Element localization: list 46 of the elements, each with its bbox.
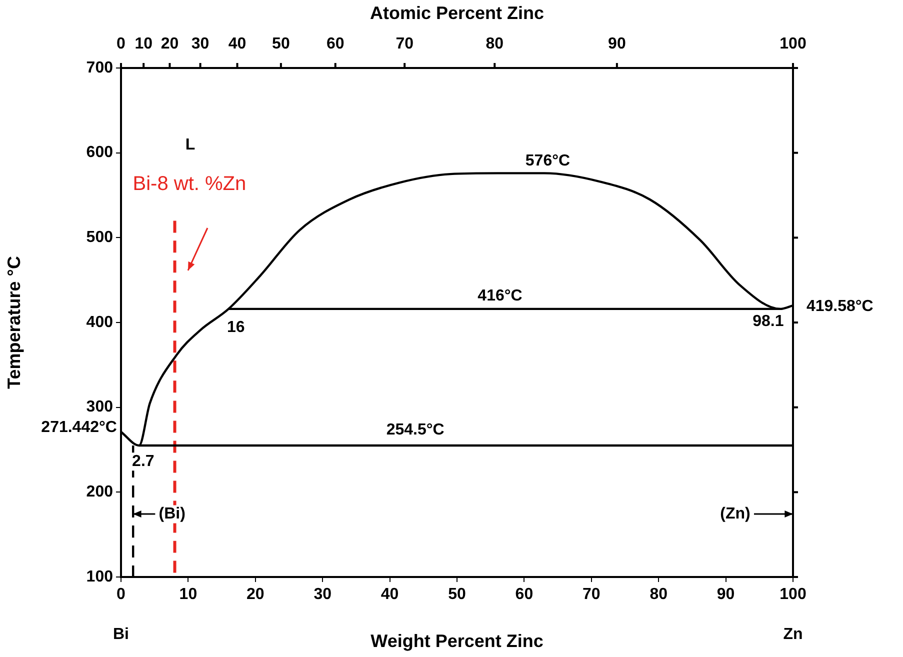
x-tick-label: 50 [448,586,466,604]
x-tick-label: 90 [716,586,735,604]
y-tick-label: 600 [86,144,114,162]
annotation: 254.5°C [386,422,445,439]
x-tick-label: 20 [246,586,264,604]
text: Zn [783,626,803,644]
text: 80 [486,36,504,53]
y-tick-label: 200 [86,484,114,501]
x-tick-label: 60 [515,586,534,604]
text: 0 [116,36,126,53]
text: 70 [396,36,414,53]
text: 40 [228,36,246,53]
y-tick-label: 300 [86,398,114,416]
text: 60 [326,36,344,53]
text: 90 [608,36,626,53]
annotation: 416°C [478,288,523,305]
y-axis-title: Temperature °C [4,256,24,389]
series-label: Bi-8 wt. %Zn [132,173,246,196]
annotation: 2.7 [132,453,154,470]
x-tick-label: 100 [780,586,806,604]
text: Bi [113,626,129,644]
annotation: (Zn) [720,506,750,523]
text: 100 [780,36,806,53]
y-tick-label: 500 [86,229,114,246]
annotation: 576°C [525,152,570,170]
x-axis-title: Weight Percent Zinc [370,631,544,652]
text: 271.442°C [41,419,118,436]
text: 30 [191,36,210,53]
x-tick-label: 30 [314,586,332,604]
annotation: 16 [227,318,245,336]
text: 419.58°C [806,298,874,315]
annotation: L [185,136,196,154]
x-tick-label: 80 [650,586,668,604]
annotation: (Bi) [158,506,186,523]
x-tick-label: 10 [179,586,198,604]
x2-axis-title: Atomic Percent Zinc [370,2,544,23]
y-tick-label: 400 [86,314,114,331]
text: 10 [134,36,153,53]
x-tick-label: 40 [380,586,399,604]
y-tick-label: 700 [86,59,114,76]
x-tick-label: 0 [116,586,126,604]
y-tick-label: 100 [86,568,114,586]
text: 50 [272,36,290,53]
annotation: 98.1 [752,313,784,330]
x-tick-label: 70 [582,586,600,604]
text: 20 [160,36,179,53]
